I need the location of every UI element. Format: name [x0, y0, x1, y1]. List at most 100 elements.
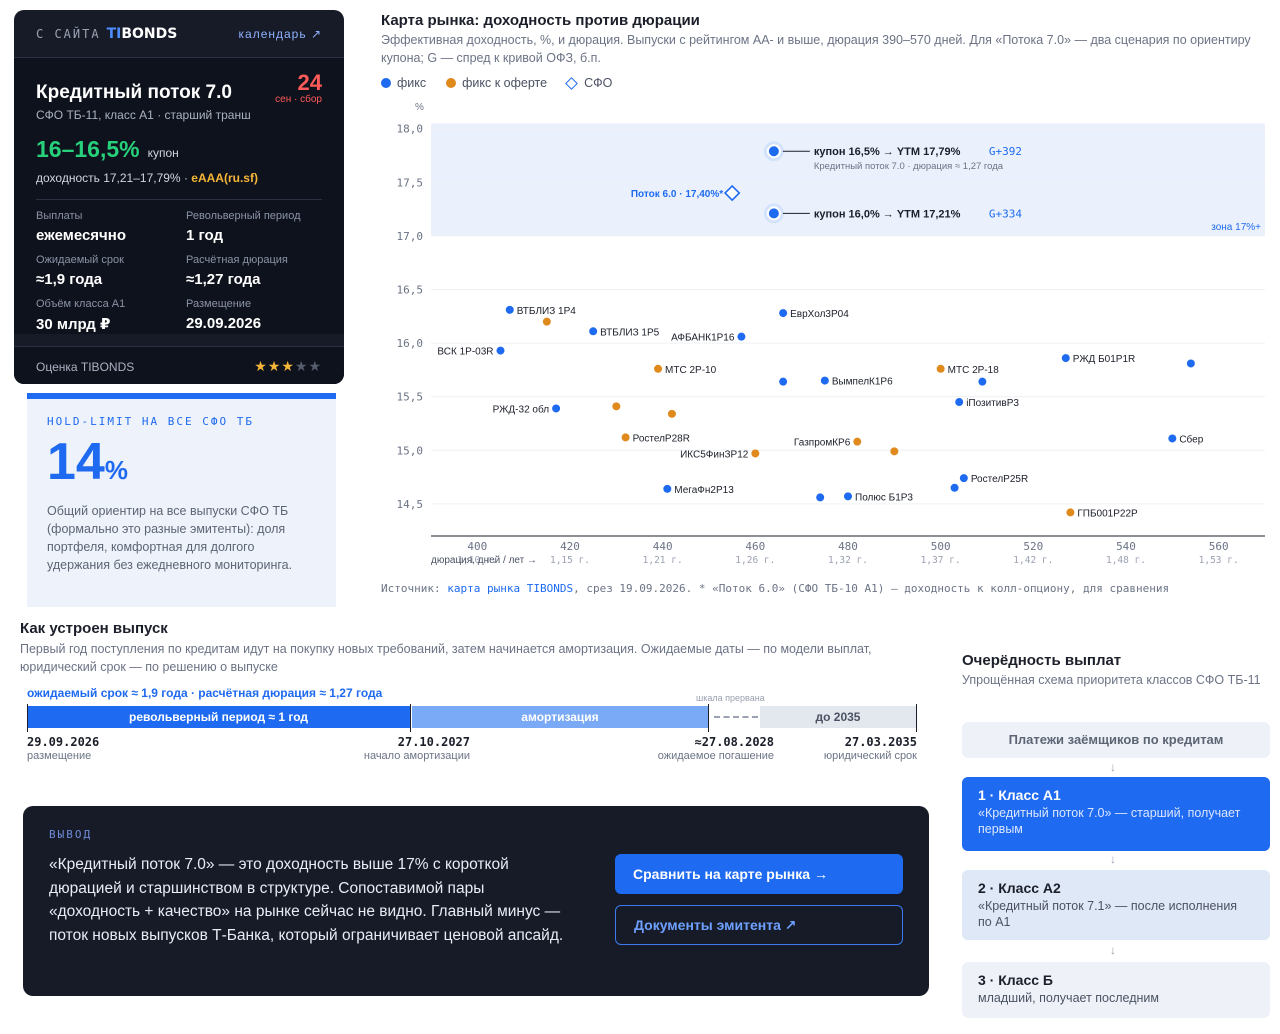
- waterfall-source: Платежи заёмщиков по кредитам: [962, 722, 1270, 758]
- fact-label: Объём класса А1: [36, 298, 126, 310]
- coupon-range: 16–16,5% купон: [36, 136, 322, 163]
- y-axis-unit: %: [415, 102, 424, 113]
- timeline-break: [714, 716, 758, 718]
- y-tick-label: 17,0: [397, 230, 424, 243]
- chart-point: [978, 377, 987, 386]
- legend-put: фикс к оферте: [446, 76, 547, 90]
- issuer-docs-button[interactable]: Документы эмитента ↗: [615, 905, 903, 945]
- point-label: АФБАНК1Р16: [671, 333, 735, 344]
- hold-limit-value: 14%: [47, 433, 128, 491]
- chart-point: [936, 364, 945, 373]
- timeline-note: ожидаемый срок ≈ 1,9 года · расчётная дю…: [27, 686, 383, 700]
- point-label: МегаФн2Р13: [674, 485, 734, 496]
- source-label: С САЙТА TIBONDS: [36, 25, 178, 42]
- star-icons-filled: ★★★: [254, 358, 295, 374]
- x-tick-label: 460: [745, 540, 765, 553]
- y-tick-label: 15,0: [397, 444, 424, 457]
- hold-limit-text: Общий ориентир на все выпуски СФО ТБ (фо…: [47, 504, 293, 572]
- x-tick-years: 1,21 г.: [643, 555, 683, 566]
- conclusion-panel: ВЫВОД «Кредитный поток 7.0» — это доходн…: [23, 806, 929, 996]
- star-icons-empty: ★★: [294, 358, 322, 374]
- point-label: МТС 2Р-18: [948, 365, 1000, 376]
- fact-item: Выплаты ежемесячно: [36, 210, 186, 244]
- legend-sfo: СФО: [565, 76, 612, 90]
- chart-point: [950, 483, 959, 492]
- legend-dot-fix: [381, 78, 391, 88]
- fact-label: Револьверный период: [186, 210, 301, 222]
- x-tick-years: 1,48 г.: [1106, 555, 1146, 566]
- y-tick-label: 17,5: [397, 176, 424, 189]
- fact-value: 1 год: [186, 227, 224, 244]
- fact-label: Размещение: [186, 298, 252, 310]
- star-rating: ★★★★★: [254, 358, 322, 375]
- legend-dot-put: [446, 78, 457, 88]
- fact-value: ≈1,9 года: [36, 271, 103, 288]
- chart-point: [751, 449, 760, 458]
- fact-value: ≈1,27 года: [186, 271, 261, 288]
- x-tick-years: 1,32 г.: [828, 555, 868, 566]
- chart-legend: фикс фикс к оферте СФО: [381, 76, 612, 90]
- x-tick-years: 1,10 г.: [457, 555, 497, 566]
- hold-limit-kicker: HOLD-LIMIT НА ВСЕ СФО ТБ: [47, 415, 254, 428]
- x-tick-label: 520: [1023, 540, 1043, 553]
- zone-label: зона 17%+: [1211, 222, 1261, 233]
- highlight-label: купон 16,0% → YTM 17,21%: [814, 208, 961, 220]
- calendar-link[interactable]: календарь ↗: [238, 26, 322, 41]
- point-label: Полюс Б1Р3: [855, 492, 913, 503]
- point-label: ИКС5ФинЗР12: [680, 449, 749, 460]
- legend-diamond-icon: [565, 76, 578, 90]
- brand-logo[interactable]: TIBONDS: [106, 25, 178, 42]
- chart-point: [779, 309, 788, 318]
- fact-value: ежемесячно: [36, 227, 126, 244]
- chart-point: [955, 398, 964, 407]
- fact-item: Ожидаемый срок ≈1,9 года: [36, 254, 186, 288]
- fact-value: 30 млрд ₽: [36, 316, 111, 333]
- fact-item: Размещение 29.09.2026: [186, 298, 336, 333]
- chart-point: [589, 327, 598, 336]
- timeline-tick: [27, 704, 28, 732]
- x-axis-label: дюрация, дней / лет →: [431, 555, 537, 566]
- rating-badge: eAAA(ru.sf): [191, 171, 258, 185]
- card-header: С САЙТА TIBONDS календарь ↗: [14, 10, 344, 58]
- y-tick-label: 16,5: [397, 283, 424, 296]
- chart-point: [816, 493, 825, 502]
- yield-line: доходность 17,21–17,79% · eAAA(ru.sf): [36, 171, 258, 185]
- highlight-spread: G+334: [989, 207, 1022, 220]
- facts-grid: Выплаты ежемесячно Револьверный период 1 го…: [36, 199, 322, 333]
- bond-title: Кредитный поток 7.0: [36, 82, 232, 103]
- waterfall-class-a2: 2 · Класс А2 «Кредитный поток 7.1» — посл…: [962, 870, 1270, 940]
- arrow-down-icon: ↓: [1110, 760, 1116, 774]
- score-label: Оценка TIBONDS: [36, 359, 135, 374]
- coupon-value: 16–16,5%: [36, 136, 140, 162]
- timeline-legal: до 2035: [760, 706, 916, 728]
- x-tick-years: 1,42 г.: [1013, 555, 1053, 566]
- timeline-mark: ≈27.08.2028 ожидаемое погашение: [657, 735, 774, 762]
- point-label: ВымпелК1Р6: [832, 377, 893, 388]
- fact-value: 29.09.2026: [186, 315, 262, 332]
- point-label: РЖД Б01Р1R: [1073, 354, 1135, 365]
- coupon-label: купон: [147, 146, 179, 160]
- hold-limit-panel: HOLD-LIMIT НА ВСЕ СФО ТБ 14% Общий ориен…: [27, 393, 336, 607]
- point-label: РостелР28R: [633, 433, 690, 444]
- chart-point: [542, 317, 551, 326]
- timeline-mark: 29.09.2026 размещение: [27, 735, 100, 762]
- chart-point: [959, 474, 968, 483]
- fact-label: Выплаты: [36, 210, 83, 222]
- source-link[interactable]: карта рынка TIBONDS: [447, 582, 574, 595]
- chart-point: [853, 437, 862, 446]
- sfo-label: Поток 6.0 · 17,40%*: [631, 189, 723, 200]
- conclusion-kicker: ВЫВОД: [49, 828, 93, 841]
- waterfall-subtitle: Упрощённая схема приоритета классов СФО …: [962, 673, 1261, 687]
- timeline-amortization: амортизация: [412, 706, 708, 728]
- chart-subtitle: Эффективная доходность, %, и дюрация. Вы…: [381, 33, 1251, 65]
- legend-fix: фикс: [381, 76, 426, 90]
- compare-market-button[interactable]: Сравнить на карте рынка →: [615, 854, 903, 894]
- y-tick-label: 18,0: [397, 123, 424, 136]
- highlight-label: купон 16,5% → YTM 17,79%: [814, 146, 961, 158]
- card-body: Кредитный поток 7.0 СФО ТБ-11, класс А1 …: [14, 58, 344, 334]
- x-tick-label: 560: [1209, 540, 1229, 553]
- x-tick-label: 440: [653, 540, 673, 553]
- chart-point: [890, 447, 899, 456]
- chart-point: [552, 404, 561, 413]
